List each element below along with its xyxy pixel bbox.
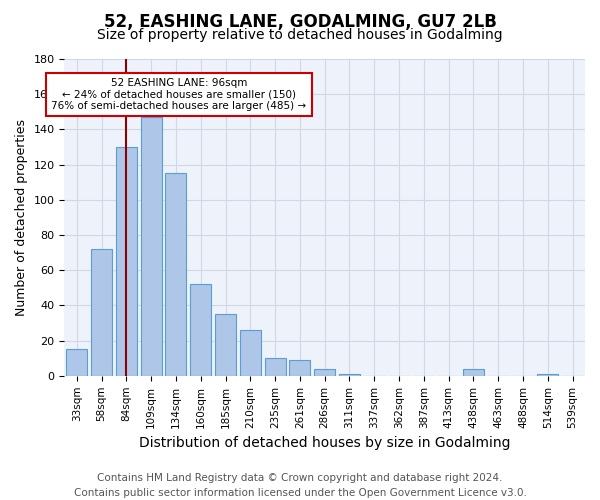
Bar (140, 117, 162, 376)
Text: 52, EASHING LANE, GODALMING, GU7 2LB: 52, EASHING LANE, GODALMING, GU7 2LB (104, 12, 496, 30)
Bar (190, 284, 211, 376)
Bar (66, 350, 88, 376)
Bar (91, 249, 112, 376)
Bar (537, 374, 559, 376)
Bar (265, 358, 286, 376)
Bar (339, 374, 360, 376)
Bar (166, 174, 187, 376)
Bar (240, 330, 261, 376)
Bar (463, 369, 484, 376)
X-axis label: Distribution of detached houses by size in Godalming: Distribution of detached houses by size … (139, 436, 511, 450)
Text: Contains HM Land Registry data © Crown copyright and database right 2024.
Contai: Contains HM Land Registry data © Crown c… (74, 472, 526, 498)
Bar (289, 360, 310, 376)
Text: 52 EASHING LANE: 96sqm
← 24% of detached houses are smaller (150)
76% of semi-de: 52 EASHING LANE: 96sqm ← 24% of detached… (52, 78, 307, 111)
Bar (215, 314, 236, 376)
Bar (116, 147, 137, 376)
Y-axis label: Number of detached properties: Number of detached properties (15, 119, 28, 316)
Text: Size of property relative to detached houses in Godalming: Size of property relative to detached ho… (97, 28, 503, 42)
Bar (314, 369, 335, 376)
